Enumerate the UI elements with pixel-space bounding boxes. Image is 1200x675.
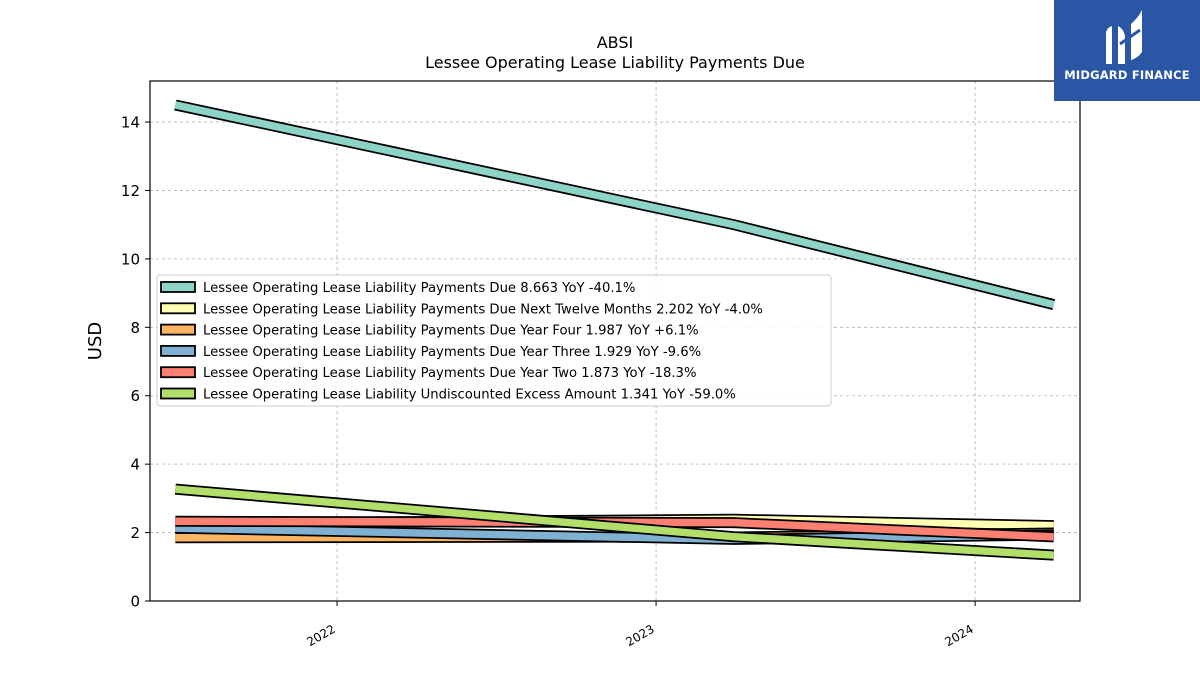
legend-swatch [160, 281, 196, 293]
y-tick-label: 6 [130, 387, 140, 405]
y-tick-label: 14 [121, 114, 140, 132]
series-line [174, 99, 1056, 310]
legend-item: Lessee Operating Lease Liability Undisco… [160, 387, 736, 403]
legend-item: Lessee Operating Lease Liability Payment… [160, 366, 696, 381]
x-tick-label: 2023 [623, 622, 656, 649]
y-tick-label: 10 [121, 250, 140, 268]
legend: Lessee Operating Lease Liability Payment… [156, 274, 832, 407]
series-line [175, 515, 1055, 543]
y-tick-label: 2 [130, 524, 140, 542]
x-tick-label: 2024 [942, 622, 975, 649]
y-tick-label: 4 [130, 456, 140, 474]
legend-swatch [160, 366, 196, 379]
series-line-fill [175, 517, 1054, 541]
legend-swatch [160, 302, 196, 315]
y-tick-label: 12 [121, 182, 140, 200]
legend-box [156, 274, 832, 407]
legend-label: Lessee Operating Lease Liability Payment… [203, 366, 696, 381]
chart-subtitle: Lessee Operating Lease Liability Payment… [425, 53, 805, 72]
plot-frame [149, 80, 1081, 602]
legend-swatch [160, 323, 196, 336]
series-line-fill [175, 485, 1054, 559]
y-tick-label: 8 [130, 319, 140, 337]
chart-title: ABSI [597, 33, 634, 52]
y-axis-label: USD [85, 322, 106, 360]
logo-mark-icon [1106, 10, 1142, 64]
legend-item: Lessee Operating Lease Liability Payment… [160, 323, 699, 339]
series-line-fill [174, 101, 1055, 309]
legend-label: Lessee Operating Lease Liability Undisco… [203, 388, 736, 403]
legend-label: Lessee Operating Lease Liability Payment… [203, 324, 699, 339]
legend-label: Lessee Operating Lease Liability Payment… [203, 345, 701, 360]
legend-item: Lessee Operating Lease Liability Payment… [160, 302, 763, 317]
legend-label: Lessee Operating Lease Liability Payment… [203, 281, 635, 296]
legend-item: Lessee Operating Lease Liability Payment… [160, 281, 635, 296]
y-tick-label: 0 [130, 593, 140, 611]
legend-item: Lessee Operating Lease Liability Payment… [160, 344, 701, 360]
legend-swatch [160, 387, 196, 400]
legend-label: Lessee Operating Lease Liability Payment… [203, 302, 763, 317]
logo-text: MIDGARD FINANCE [1064, 68, 1190, 82]
brand-logo: MIDGARD FINANCE [1054, 0, 1200, 101]
series-lines [174, 99, 1056, 561]
x-tick-label: 2022 [304, 622, 337, 649]
series-line [174, 483, 1055, 561]
legend-swatch [160, 344, 196, 357]
